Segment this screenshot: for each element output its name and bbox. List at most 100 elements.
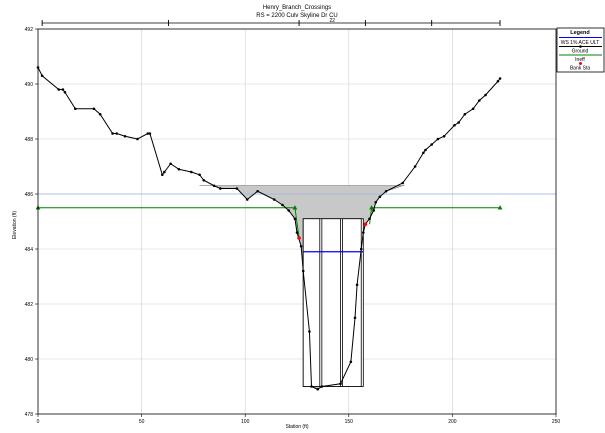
ground-point [349,360,353,364]
ground-point [401,181,404,185]
ground-point [413,165,417,168]
legend-ineff-label: Ineff [575,57,585,63]
ground-point [212,184,216,188]
y-tick-label: 486 [25,192,34,198]
ineff-marker-left-end [292,205,298,210]
top-dimension-label: 22 [329,18,335,24]
ground-point [359,247,363,251]
ground-point [256,189,259,193]
ground-point [163,170,166,174]
ground-point [98,112,102,116]
ground-point [299,244,303,248]
legend-bank-marker [579,62,582,65]
y-tick-label: 484 [25,247,34,253]
ground-point [424,148,427,152]
legend-title: Legend [570,30,590,36]
culvert-barrel [321,218,341,387]
ground-point [115,132,119,135]
x-tick-label: 250 [552,419,561,425]
ground-point [111,132,114,135]
y-tick-label: 490 [25,82,34,88]
ground-point [61,88,65,91]
ground-point [146,132,150,135]
ground-point [478,99,481,102]
ground-point [453,123,456,127]
ground-point [339,382,342,386]
ground-point [368,217,371,221]
ground-point [190,170,193,174]
ineff-marker-right [497,205,503,210]
x-tick-label: 50 [139,419,145,425]
series-layer [35,66,556,391]
ground-point [484,93,487,97]
ground-point [287,209,291,212]
ground-point [498,77,502,80]
ground-point [496,79,500,83]
ground-point [177,167,181,171]
ineff-line-right [369,207,501,225]
axes [35,28,557,417]
ground-point [316,387,320,391]
ground-point [198,173,201,177]
ground-point [362,231,365,234]
legend-ground-label: Ground [572,49,589,55]
ground-point [320,385,324,388]
top-dimension: 22 [41,18,501,26]
ground-point [295,231,299,234]
ground-point [148,132,152,135]
ground-point [245,198,249,201]
ground-point [436,137,440,141]
ground-point [378,195,382,199]
ground-point [293,217,297,221]
ground-point [430,143,433,146]
ground-point [442,134,446,138]
x-axis-label: Station (ft) [285,424,308,430]
x-tick-label: 200 [448,419,457,425]
bank-station-marker [297,236,301,240]
ground-point [161,173,164,177]
culvert-barrel [342,218,362,387]
x-tick-label: 0 [37,419,40,425]
ground-point [355,283,359,287]
ground-point [301,269,305,273]
ground-point [372,209,375,212]
ground-point [73,107,77,111]
legend-ws-label: WS 1% ACE ULT [561,40,600,46]
ground-point [219,187,222,190]
ground-point [169,162,172,166]
y-tick-label: 482 [25,302,34,308]
legend: Legend WS 1% ACE ULT Ground Ineff Bank S… [556,27,605,73]
ground-point [308,330,311,333]
ground-point [281,203,284,207]
ground-point [235,187,239,190]
ground-point [63,90,67,94]
culvert-barrel [302,218,321,387]
y-tick-label: 488 [25,137,34,143]
grid [38,29,556,414]
culvert-openings [302,218,364,387]
ground-point [457,121,460,124]
ground-line [37,67,501,390]
legend-ground-marker [579,45,582,48]
bank-station-marker [363,222,368,227]
legend-bank-label: Bank Sta [570,66,591,72]
ground-point [123,134,127,138]
ground-point [310,385,313,388]
ground-point [272,198,276,201]
chart-subtitle: RS = 2200 Culv Skyline Dr CU [256,13,338,19]
y-tick-label: 492 [25,27,34,33]
ground-point [374,200,378,204]
ground-point [136,137,139,141]
ground-point [353,316,357,320]
ground-point [40,74,44,78]
ground-point [384,189,388,193]
chart-title: Henry_Branch_Crossings [263,5,331,11]
ineff-marker-right-start [369,205,374,210]
ground-point [463,112,467,116]
ground-point [202,178,206,182]
x-tick-label: 150 [345,419,354,425]
plot-frame [37,28,557,415]
y-tick-label: 480 [25,357,34,363]
ground-point [422,151,425,155]
